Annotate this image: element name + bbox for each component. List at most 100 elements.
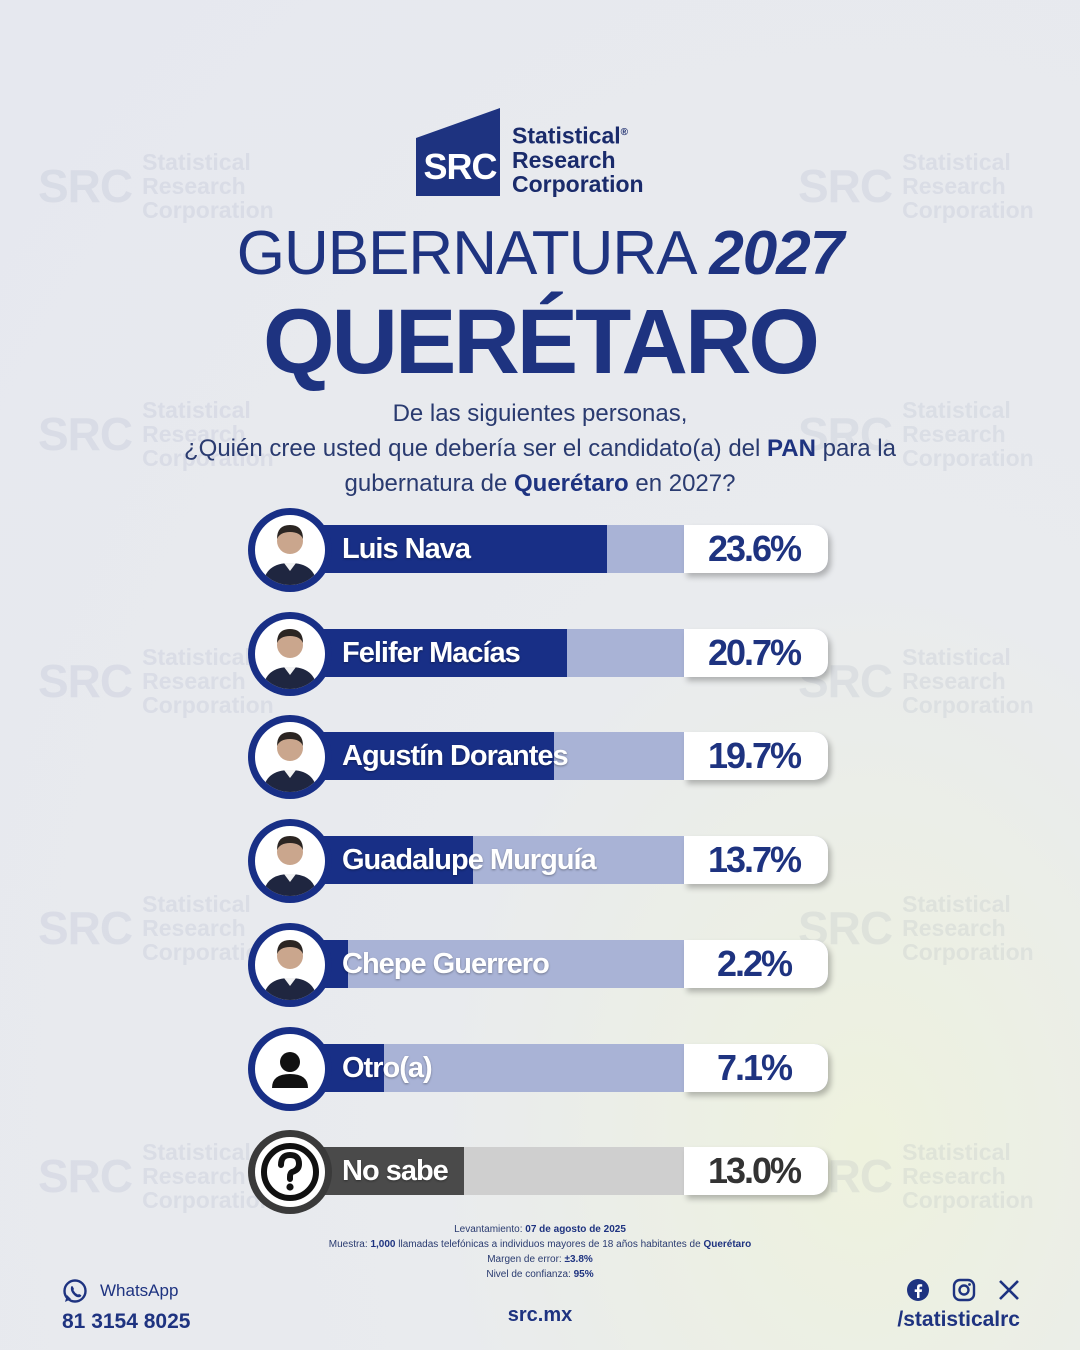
note-value: ±3.8% [564, 1254, 593, 1265]
bar-label: Guadalupe Murguía [342, 844, 597, 877]
social-icons [897, 1278, 1020, 1302]
instagram-icon[interactable] [952, 1278, 976, 1302]
bar-row: Felifer Macías 20.7% [248, 611, 828, 696]
note-confianza: Nivel de confianza: 95% [0, 1267, 1080, 1282]
note-muestra: Muestra: 1,000 llamadas telefónicas a in… [0, 1237, 1080, 1252]
bar-row: Otro(a) 7.1% [248, 1026, 828, 1111]
note-label: Muestra: [328, 1239, 368, 1250]
note-text: llamadas telefónicas a individuos mayore… [398, 1239, 701, 1250]
photo-icon [255, 929, 325, 1000]
watermark-logo: SRC Statistical Research Corporation [38, 644, 274, 718]
bar-label: No sabe [342, 1155, 449, 1188]
avatar [248, 819, 332, 904]
page-subtitle: QUERÉTARO [263, 291, 820, 393]
note-error: Margen de error: ±3.8% [0, 1252, 1080, 1267]
avatar [248, 715, 332, 800]
data-label: 13.0% [707, 1150, 802, 1192]
note-label: Margen de error: [487, 1254, 562, 1265]
logo-shape [416, 108, 500, 196]
brand-logo: SRC Statistical® Research Corporation [416, 108, 644, 196]
value-box [684, 836, 828, 885]
watermark-logo: SRC Statistical Research Corporation [798, 644, 1034, 718]
note-label: Nivel de confianza: [486, 1269, 571, 1280]
photo-icon [255, 618, 325, 689]
question-party: PAN [767, 435, 816, 462]
photo-icon [255, 515, 325, 585]
data-label: 23.6% [707, 528, 802, 569]
methodology-notes: Levantamiento: 07 de agosto de 2025 Mues… [0, 1222, 1080, 1282]
avatar [248, 922, 332, 1007]
bar-label: Agustín Dorantes [342, 740, 569, 773]
watermark-logo: SRC Statistical Research Corporation [38, 149, 274, 223]
question-text: gubernatura de [344, 470, 508, 497]
bar-label: Chepe Guerrero [342, 947, 550, 980]
logo-text: Statistical® Research Corporation [512, 121, 644, 196]
value-box [684, 1147, 828, 1196]
question-icon [255, 1137, 325, 1208]
value-box [684, 525, 828, 573]
bar-label: Otro(a) [342, 1051, 433, 1084]
note-value: 95% [573, 1269, 594, 1280]
note-value: Querétaro [703, 1239, 752, 1250]
whatsapp-number[interactable]: 81 3154 8025 [62, 1310, 191, 1333]
question-state: Querétaro [513, 470, 629, 497]
value-box [684, 1043, 828, 1092]
question-text: para la [822, 435, 896, 462]
question-text: ¿Quién cree usted que debería ser el can… [184, 435, 761, 462]
facebook-icon[interactable] [906, 1278, 930, 1302]
data-label: 20.7% [707, 631, 802, 673]
bar-row: Guadalupe Murguía 13.7% [248, 819, 828, 904]
bar [288, 732, 554, 781]
whatsapp-contact[interactable]: WhatsApp 81 3154 8025 [62, 1278, 190, 1334]
data-label: 13.7% [707, 839, 802, 881]
question-line3: gubernatura de Querétaro en 2027? [140, 466, 940, 501]
bar-label: Luis Nava [342, 533, 471, 565]
value-box [684, 939, 828, 988]
logo-line3: Corporation [512, 171, 644, 197]
watermark-logo: SRC Statistical Research Corporation [38, 891, 274, 965]
person-icon [255, 1033, 325, 1104]
avatar [248, 508, 332, 592]
social-handle[interactable]: /statisticalrc [897, 1308, 1020, 1331]
survey-question: De las siguientes personas, ¿Quién cree … [140, 396, 940, 501]
watermark-logo: SRC Statistical Research Corporation [798, 1139, 1034, 1213]
logo-mark-text: SRC [423, 146, 497, 187]
note-fecha: Levantamiento: 07 de agosto de 2025 [0, 1222, 1080, 1237]
x-icon[interactable] [998, 1279, 1020, 1301]
logo-line2: Research [512, 147, 616, 173]
avatar [248, 611, 332, 696]
whatsapp-line: WhatsApp [62, 1278, 190, 1304]
logo-line1: Statistical [512, 123, 621, 149]
page-title: GUBERNATURA 2027 [0, 218, 1080, 289]
note-value: 07 de agosto de 2025 [525, 1224, 626, 1235]
note-label: Levantamiento: [454, 1224, 523, 1235]
bar-row: Luis Nava 23.6% [248, 508, 828, 592]
avatar [248, 1026, 332, 1111]
bar-row: Agustín Dorantes 19.7% [248, 715, 828, 800]
watermark-logo: SRC Statistical Research Corporation [798, 397, 1034, 471]
question-line2: ¿Quién cree usted que debería ser el can… [140, 431, 940, 466]
value-box [684, 628, 828, 677]
social-links: /statisticalrc [897, 1278, 1020, 1332]
watermark-logo: SRC Statistical Research Corporation [38, 397, 274, 471]
note-value: 1,000 [370, 1239, 396, 1250]
photo-icon [255, 722, 325, 793]
whatsapp-label: WhatsApp [100, 1281, 179, 1300]
question-line1: De las siguientes personas, [392, 400, 688, 427]
bar-label: Felifer Macías [342, 636, 521, 669]
watermark-logo: SRC Statistical Research Corporation [798, 149, 1034, 223]
title-year: 2027 [709, 219, 844, 288]
website-link[interactable]: src.mx [507, 1304, 573, 1326]
data-label: 7.1% [716, 1046, 793, 1088]
bar-row: No sabe 13.0% [248, 1130, 828, 1215]
bar [288, 628, 568, 677]
data-label: 19.7% [707, 735, 802, 777]
question-text: en 2027? [635, 470, 736, 497]
registered-mark: ® [620, 127, 629, 139]
whatsapp-icon [63, 1279, 87, 1303]
watermark-logo: SRC Statistical Research Corporation [798, 891, 1034, 965]
data-label: 2.2% [716, 942, 793, 984]
watermark-logo: SRC Statistical Research Corporation [38, 1139, 274, 1213]
bar-row: Chepe Guerrero 2.2% [248, 922, 828, 1007]
title-light: GUBERNATURA [236, 219, 694, 288]
